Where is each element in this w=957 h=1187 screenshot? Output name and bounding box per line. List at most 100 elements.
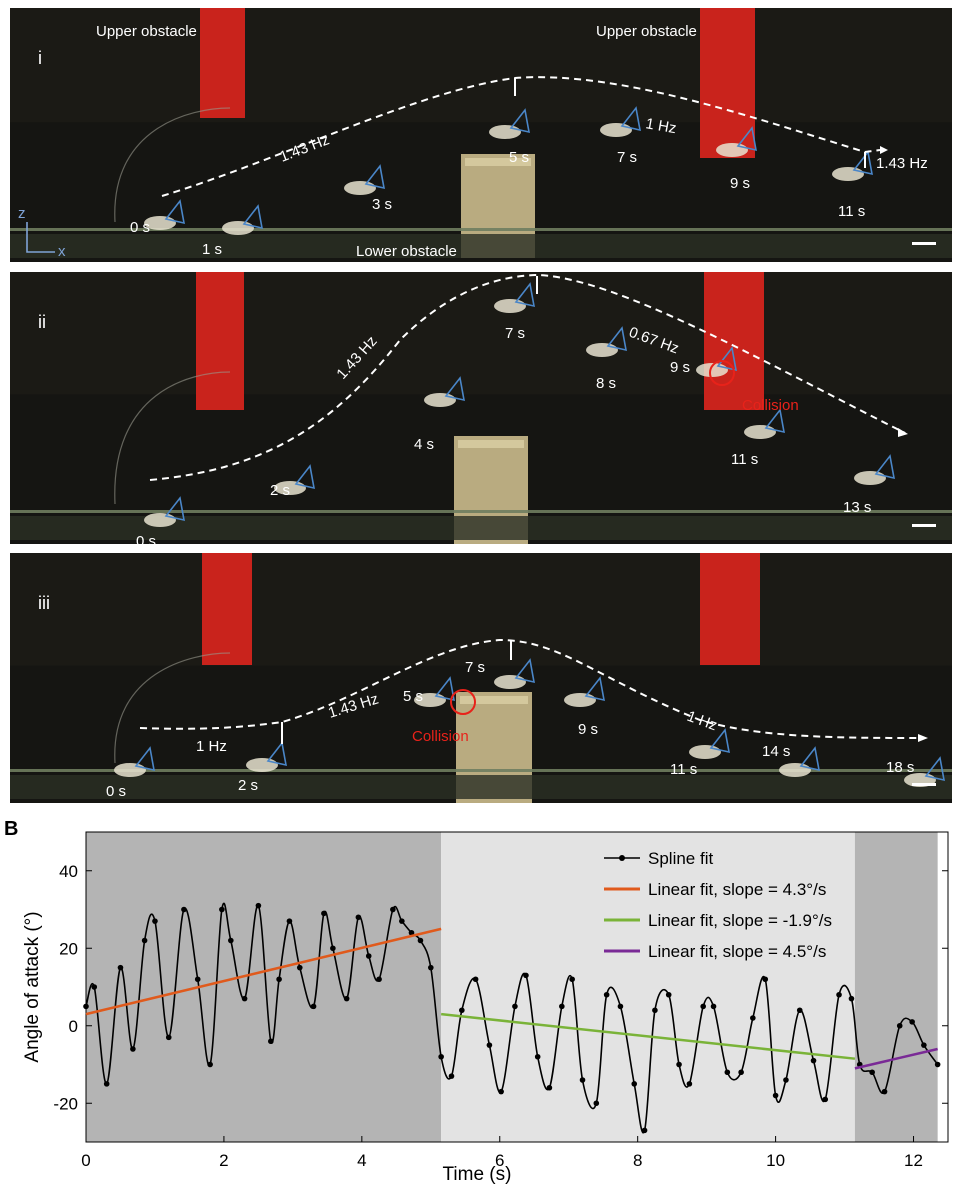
trajectory-arrowhead <box>880 146 888 154</box>
data-point <box>603 991 610 998</box>
data-point <box>810 1057 817 1064</box>
lower-obstacle-top <box>458 440 524 448</box>
trajectory-arrowhead <box>898 428 908 437</box>
frequency-label: 1.43 Hz <box>876 155 928 172</box>
y-tick-label: -20 <box>53 1094 78 1113</box>
data-point <box>448 1073 455 1079</box>
series-2 <box>441 1012 856 1060</box>
robot-ghost <box>689 728 731 759</box>
robot-fin <box>266 741 288 767</box>
row-label-i: i <box>38 48 42 68</box>
robot-body <box>144 513 176 527</box>
floor-rail <box>10 769 952 772</box>
data-point <box>796 1007 803 1014</box>
photo-upper-shade <box>10 553 952 666</box>
data-point <box>165 1034 172 1041</box>
collision-circle <box>450 689 476 715</box>
data-point <box>579 1077 586 1083</box>
x-tick-label: 10 <box>766 1151 785 1170</box>
photo-upper-shade <box>10 8 952 123</box>
time-label: 0 s <box>136 533 156 550</box>
time-label: 9 s <box>670 359 690 376</box>
upper-obstacle-block <box>202 553 252 665</box>
data-point <box>141 937 148 944</box>
robot-ghost <box>854 454 896 485</box>
lower-obstacle-label: Lower obstacle <box>356 243 457 260</box>
row-label-iii: iii <box>38 593 50 613</box>
upper-obstacle-block <box>700 8 755 158</box>
time-label: 13 s <box>843 499 871 516</box>
trajectory-dashed <box>161 76 881 197</box>
legend-marker <box>619 855 625 861</box>
robot-fin <box>509 108 531 134</box>
robot-ghost <box>832 150 874 181</box>
data-point <box>559 1003 565 1010</box>
robot-fin <box>514 282 536 308</box>
data-point <box>710 1003 717 1010</box>
robot-fin <box>164 496 186 522</box>
robot-fin <box>716 346 738 372</box>
data-point <box>130 1046 136 1052</box>
data-point <box>772 1092 779 1099</box>
robot-body <box>564 693 596 707</box>
robot-ghost <box>494 658 536 689</box>
time-label: 4 s <box>414 436 434 453</box>
robot-fin <box>514 658 536 684</box>
robot-body <box>832 167 864 181</box>
photo-strip-i: i Upper obstacle Upper obstacle Lower obsta… <box>10 8 952 262</box>
x-axis-label: Time (s) <box>443 1164 512 1185</box>
x-tick-label: 6 <box>495 1151 504 1170</box>
data-point <box>652 1007 658 1014</box>
robot-fin <box>736 126 758 152</box>
data-point <box>459 1007 465 1014</box>
data-point <box>546 1084 553 1091</box>
frequency-label: 1 Hz <box>644 115 677 137</box>
robot-body <box>246 758 278 772</box>
robot-body <box>489 125 521 139</box>
data-point <box>909 1019 915 1025</box>
panel-b-letter: B <box>4 818 19 840</box>
time-label: 5 s <box>509 149 529 166</box>
time-label: 7 s <box>617 149 637 166</box>
robot-ghost <box>274 464 316 495</box>
data-point <box>665 991 672 998</box>
robot-ghost <box>246 741 288 772</box>
data-point <box>569 976 575 983</box>
data-point <box>762 976 769 983</box>
data-point <box>738 1069 744 1076</box>
linear-fit-line <box>854 1047 938 1070</box>
photo-strip-ii: ii0 s2 s4 s7 s8 s9 s11 s13 s1.43 Hz 0.67 … <box>10 272 952 550</box>
data-point <box>83 1003 89 1010</box>
data-point <box>512 1003 518 1010</box>
upper-obstacle-block <box>700 553 760 665</box>
data-point <box>152 918 158 924</box>
time-label: 2 s <box>270 482 290 499</box>
robot-body <box>854 471 886 485</box>
robot-fin <box>874 454 896 480</box>
trajectory-dashed <box>149 273 906 481</box>
data-point <box>276 976 282 983</box>
trajectory-arrowhead <box>918 734 928 742</box>
collision-circle <box>709 360 735 386</box>
time-label: 0 s <box>106 783 126 800</box>
data-point <box>869 1069 875 1076</box>
time-label: 3 s <box>372 196 392 213</box>
row-label-ii: ii <box>38 312 46 332</box>
robot-fin <box>852 150 874 176</box>
scale-bar <box>912 242 936 245</box>
robot-fin <box>164 199 186 225</box>
legend-label: Linear fit, slope = 4.5°/s <box>648 942 826 961</box>
robot-ghost <box>414 676 456 707</box>
robot-body <box>600 123 632 137</box>
data-point <box>523 972 529 979</box>
data-point <box>390 906 396 913</box>
data-point <box>286 918 293 924</box>
chart-b: 0 2 4 6 8 10 12 -20 0 20 40 Time (s) Angle of attack… <box>22 831 949 1185</box>
data-point <box>593 1100 600 1107</box>
lower-obstacle-top <box>460 696 528 704</box>
legend-label: Linear fit, slope = -1.9°/s <box>648 911 832 930</box>
data-point <box>783 1077 789 1083</box>
data-point <box>486 1042 493 1048</box>
